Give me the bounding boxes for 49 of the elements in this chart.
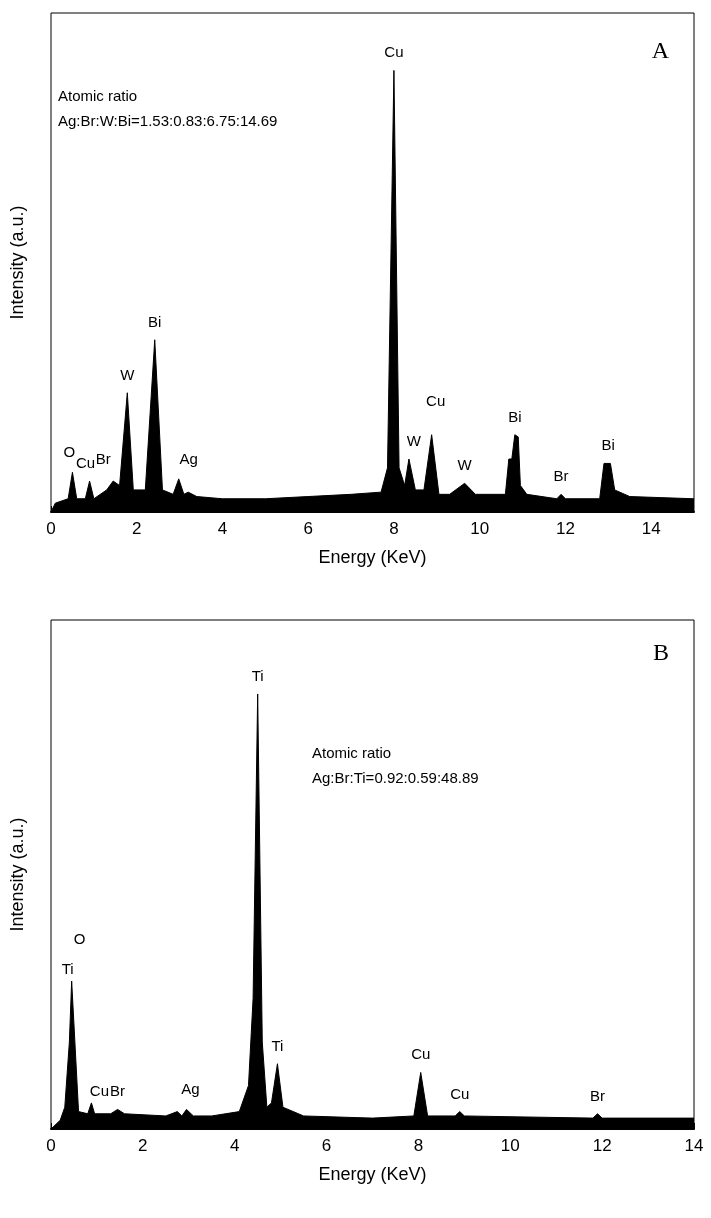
annotation: Br — [95, 450, 111, 468]
annotation: Atomic ratio — [58, 87, 138, 104]
x-axis-title: Energy (KeV) — [318, 1164, 427, 1184]
annotation: Cu — [75, 454, 96, 472]
annotation: Br — [553, 467, 569, 485]
annotation: Bi — [148, 312, 162, 330]
text: B — [652, 639, 670, 665]
annotation: W — [406, 432, 422, 450]
x-tick-label: 4 — [229, 1136, 240, 1155]
y-axis-title: Intensity (a.u.) — [7, 205, 27, 320]
text: A — [651, 37, 670, 63]
annotation: Br — [110, 1082, 126, 1100]
annotation: Cu — [426, 391, 446, 409]
x-tick-label: 10 — [500, 1136, 520, 1155]
annotation: Ti — [251, 666, 264, 684]
x-tick-label: 8 — [389, 519, 399, 538]
annotation: O — [73, 930, 86, 948]
x-tick-label: 6 — [303, 519, 313, 538]
annotation: Cu — [89, 1081, 110, 1099]
annotation: Cu — [384, 43, 404, 61]
annotation: Br — [590, 1086, 606, 1104]
annotation: Ag:Br:Ti=0.92:0.59:48.89 — [312, 769, 479, 786]
annotation: Ag — [179, 449, 198, 467]
annotation: Atomic ratio — [312, 744, 392, 761]
annotation: Bi — [508, 407, 522, 425]
x-tick-label: 8 — [413, 1136, 424, 1155]
x-tick-label: 2 — [138, 1136, 148, 1155]
x-tick-label: 0 — [46, 1136, 56, 1155]
annotation: Ag:Br:W:Bi=1.53:0.83:6.75:14.69 — [58, 112, 278, 129]
annotation: Cu — [450, 1084, 470, 1102]
x-tick-label: 12 — [555, 519, 575, 538]
x-tick-label: 14 — [684, 1136, 704, 1155]
x-tick-label: 14 — [641, 519, 661, 538]
annotation: O — [63, 443, 76, 461]
annotation: Ti — [271, 1036, 284, 1054]
annotation: W — [120, 365, 136, 383]
x-tick-label: 12 — [592, 1136, 612, 1155]
x-tick-label: 6 — [321, 1136, 332, 1155]
x-axis-title: Energy (KeV) — [318, 547, 427, 567]
annotation: Ti — [61, 960, 74, 978]
annotation: W — [457, 456, 473, 474]
y-axis-title: Intensity (a.u.) — [7, 817, 27, 932]
x-tick-label: 4 — [217, 519, 228, 538]
x-tick-label: 2 — [132, 519, 142, 538]
annotation: Ag — [181, 1080, 200, 1098]
x-tick-label: 0 — [46, 519, 56, 538]
x-tick-label: 10 — [470, 519, 490, 538]
annotation: Cu — [411, 1045, 431, 1063]
annotation: Bi — [601, 436, 615, 454]
